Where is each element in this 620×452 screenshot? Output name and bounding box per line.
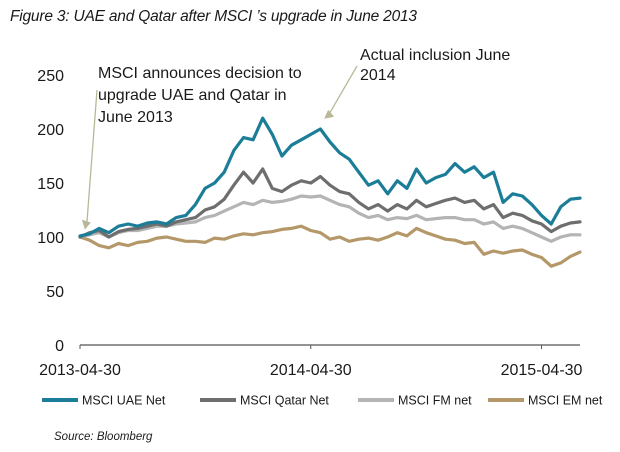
x-tick-label: 2013-04-30 bbox=[39, 362, 121, 379]
annotation-decision-arrowhead bbox=[81, 219, 91, 230]
series-line-msci-qatar-net bbox=[78, 167, 582, 239]
y-tick-label: 150 bbox=[37, 176, 64, 193]
annotation-inclusion-arrowhead bbox=[324, 109, 335, 119]
legend-label: MSCI FM net bbox=[398, 394, 472, 408]
chart-series bbox=[78, 116, 582, 268]
annotation-line: June 2013 bbox=[98, 109, 173, 126]
series-line-msci-uae-net bbox=[78, 116, 582, 238]
y-tick-label: 200 bbox=[37, 122, 64, 139]
chart-annotations: MSCI announces decision to upgrade UAE an… bbox=[81, 47, 510, 230]
annotation-inclusion-arrow bbox=[327, 65, 358, 117]
series-line-msci-em-net bbox=[78, 224, 582, 268]
y-tick-label: 250 bbox=[37, 68, 64, 85]
chart-legend: MSCI UAE Net MSCI Qatar Net MSCI FM net MSC… bbox=[42, 394, 603, 408]
legend-label: MSCI Qatar Net bbox=[240, 394, 329, 408]
source-note: Source: Bloomberg bbox=[54, 431, 153, 443]
figure-title: Figure 3: UAE and Qatar after MSCI ’s up… bbox=[10, 8, 417, 25]
y-tick-label: 0 bbox=[55, 338, 64, 355]
y-tick-label: 100 bbox=[37, 230, 64, 247]
chart-axes: 0 50 100 150 200 250 2013-04-30 2014-04-30 2015-… bbox=[37, 68, 582, 379]
annotation-decision-text: MSCI announces decision to upgrade UAE an… bbox=[98, 65, 302, 126]
x-tick-label: 2014-04-30 bbox=[270, 362, 352, 379]
annotation-inclusion-text: Actual inclusion June 2014 bbox=[360, 47, 510, 84]
legend-label: MSCI EM net bbox=[528, 394, 603, 408]
annotation-line: upgrade UAE and Qatar in bbox=[98, 87, 287, 104]
y-tick-label: 50 bbox=[46, 284, 64, 301]
legend-label: MSCI UAE Net bbox=[82, 394, 166, 408]
annotation-line: 2014 bbox=[360, 67, 396, 84]
annotation-line: MSCI announces decision to bbox=[98, 65, 302, 82]
x-tick-label: 2015-04-30 bbox=[501, 362, 583, 379]
annotation-decision-arrow bbox=[86, 89, 98, 224]
annotation-line: Actual inclusion June bbox=[360, 47, 510, 64]
